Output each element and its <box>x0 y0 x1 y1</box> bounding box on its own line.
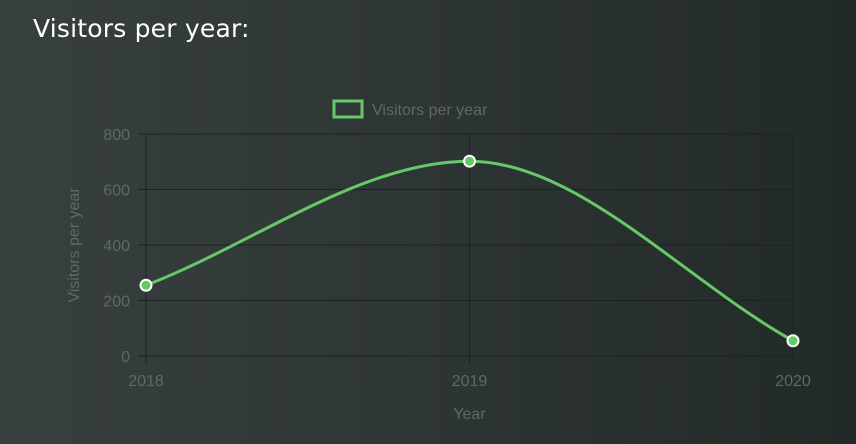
y-tick-label: 400 <box>103 238 130 255</box>
legend[interactable]: Visitors per year <box>332 99 488 119</box>
x-tick-label: 2019 <box>452 373 488 390</box>
y-axis-title: Visitors per year <box>66 187 83 303</box>
legend-swatch[interactable] <box>332 99 364 119</box>
y-tick-label: 800 <box>103 127 130 144</box>
data-point[interactable] <box>463 154 476 168</box>
y-tick-labels: 0 200 400 600 800 <box>103 127 130 366</box>
y-tick-label: 200 <box>103 294 130 311</box>
grid-lines <box>138 133 794 364</box>
data-point[interactable] <box>786 334 800 348</box>
data-points <box>139 154 800 348</box>
x-axis-title: Year <box>453 406 486 423</box>
page-title: Visitors per year: <box>33 14 250 43</box>
y-tick-label: 0 <box>121 349 130 366</box>
legend-label[interactable]: Visitors per year <box>372 102 488 119</box>
x-tick-label: 2020 <box>775 373 811 390</box>
data-point[interactable] <box>139 278 153 292</box>
y-tick-label: 600 <box>103 183 130 200</box>
x-tick-labels: 2018 2019 2020 <box>128 373 811 390</box>
x-tick-label: 2018 <box>128 373 164 390</box>
